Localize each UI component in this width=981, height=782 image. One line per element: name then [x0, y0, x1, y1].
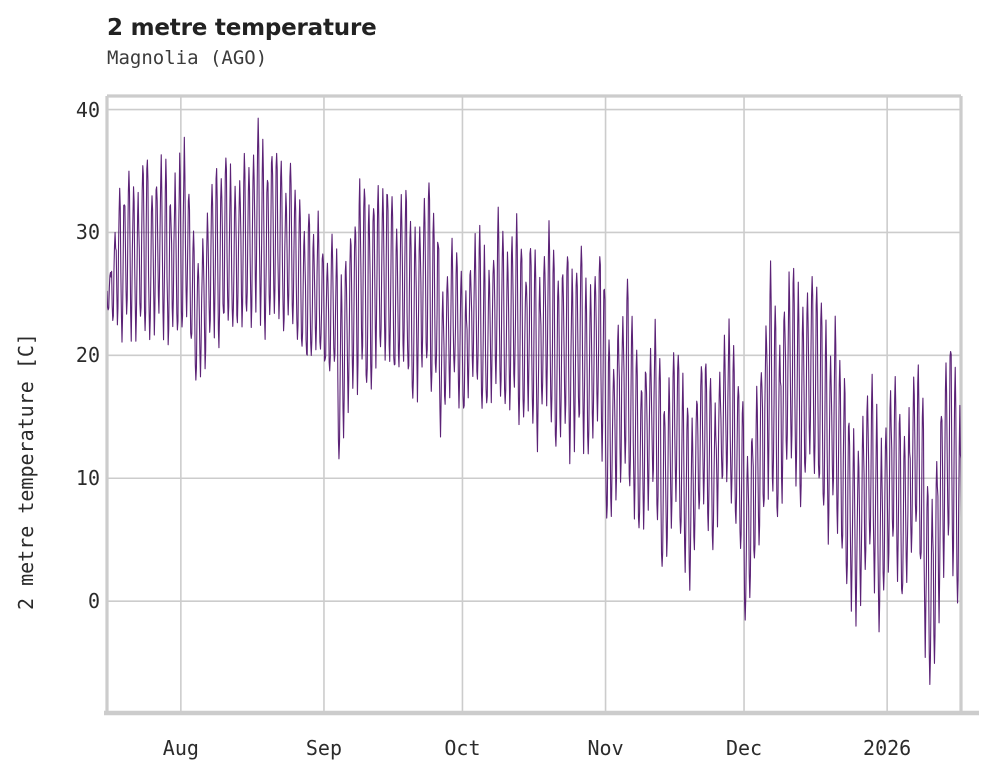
- x-tick-label: Oct: [444, 736, 481, 760]
- y-tick-label: 10: [75, 466, 100, 491]
- x-tick-label: Nov: [587, 736, 624, 760]
- y-tick-label: 30: [75, 220, 100, 245]
- y-tick-label: 0: [87, 589, 100, 614]
- y-axis-tick-labels: 0 10 20 30 40: [44, 0, 100, 782]
- y-tick-label: 20: [75, 343, 100, 368]
- page-title: 2 metre temperature: [107, 15, 377, 41]
- x-tick-label: 2026: [863, 736, 912, 760]
- title-block: 2 metre temperature Magnolia (AGO): [107, 14, 907, 71]
- temperature-line: [107, 117, 961, 686]
- x-tick-label: Dec: [725, 736, 763, 760]
- y-tick-label: 40: [75, 97, 100, 122]
- x-tick-label: Aug: [162, 736, 199, 760]
- chart-subtitle: Magnolia (AGO): [107, 47, 268, 69]
- x-tick-label: Sep: [305, 736, 343, 760]
